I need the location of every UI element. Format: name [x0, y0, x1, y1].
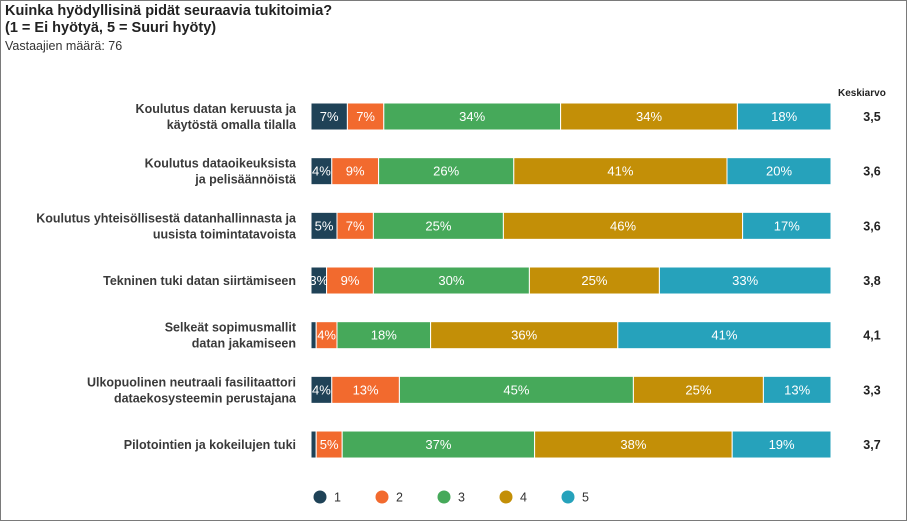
segment-data-label: 25% [685, 382, 711, 397]
segment-data-label: 4% [317, 328, 336, 343]
category-label: Koulutus dataoikeuksista ja pelisäännöist… [145, 157, 297, 187]
category-label-line: Tekninen tuki datan siirtämiseen [103, 274, 296, 288]
average-value: 3,6 [863, 219, 880, 233]
average-column-header: Keskiarvo [838, 88, 886, 99]
average-value: 3,8 [863, 274, 880, 288]
bar-segment [762, 375, 832, 404]
bar-segment [331, 375, 400, 404]
category-label: Tekninen tuki datan siirtämiseen [103, 274, 296, 288]
legend-marker [561, 490, 575, 504]
segment-data-label: 13% [353, 382, 379, 397]
segment-data-label: 26% [433, 164, 459, 179]
segment-data-label: 9% [341, 273, 360, 288]
category-label: Selkeät sopimusmallit datan jakamiseen [165, 321, 297, 351]
segment-data-label: 34% [636, 109, 662, 124]
segment-data-label: 46% [610, 218, 636, 233]
category-label: Koulutus datan keruusta ja käytöstä omall… [136, 102, 297, 132]
segment-data-label: 18% [371, 328, 397, 343]
bar-segment [617, 321, 832, 350]
category-label: Ulkopuolinen neutraali fasilitaattori dat… [87, 375, 297, 405]
bar-segment [310, 321, 317, 350]
segment-data-label: 19% [769, 437, 795, 452]
bar-segment [336, 321, 432, 350]
segment-data-label: 41% [711, 328, 737, 343]
segment-data-label: 7% [356, 109, 375, 124]
segment-data-label: 4% [312, 382, 331, 397]
bar-segment [513, 157, 728, 186]
legend-marker [375, 490, 389, 504]
chart-title: Kuinka hyödyllisinä pidät seuraavia tuki… [5, 3, 333, 19]
legend-marker [499, 490, 513, 504]
segment-data-label: 5% [315, 218, 334, 233]
legend-label: 2 [396, 491, 403, 505]
average-value: 3,3 [863, 383, 880, 397]
respondent-count: Vastaajien määrä: 76 [5, 39, 123, 53]
bar-segment [310, 211, 338, 240]
legend-marker [313, 490, 327, 504]
segment-data-label: 7% [346, 218, 365, 233]
category-label-line: uusista toimintatavoista [153, 227, 297, 241]
segment-data-label: 20% [766, 164, 792, 179]
segment-data-label: 36% [511, 328, 537, 343]
bar-segment [632, 375, 764, 404]
legend-label: 4 [520, 491, 527, 505]
segment-data-label: 38% [620, 437, 646, 452]
segment-data-label: 18% [771, 109, 797, 124]
category-label: Pilotointien ja kokeilujen tuki [124, 438, 296, 452]
segment-data-label: 5% [320, 437, 339, 452]
bar-segment [726, 157, 832, 186]
category-label-line: Selkeät sopimusmallit [165, 321, 297, 335]
legend-label: 5 [582, 491, 589, 505]
bar-segment [658, 266, 832, 295]
segment-data-label: 33% [732, 273, 758, 288]
bar-segment [560, 102, 738, 131]
segment-data-label: 25% [425, 218, 451, 233]
segment-data-label: 41% [607, 164, 633, 179]
category-label-line: Koulutus datan keruusta ja [136, 102, 297, 116]
segment-data-label: 3% [309, 273, 328, 288]
segment-data-label: 37% [425, 437, 451, 452]
category-label-line: käytöstä omalla tilalla [167, 118, 297, 132]
segment-data-label: 4% [312, 164, 331, 179]
segment-data-label: 7% [320, 109, 339, 124]
chart-subtitle: (1 = Ei hyötyä, 5 = Suuri hyöty) [5, 20, 217, 36]
average-value: 4,1 [863, 329, 880, 343]
bar-segment [336, 211, 374, 240]
category-label-line: Pilotointien ja kokeilujen tuki [124, 438, 296, 452]
category-label-line: Koulutus yhteisöllisestä datanhallinnast… [36, 211, 297, 225]
bar-segment [326, 266, 374, 295]
legend-label: 3 [458, 491, 465, 505]
bar-segment [378, 157, 515, 186]
legend-label: 1 [334, 491, 341, 505]
legend-marker [437, 490, 451, 504]
bar-segment [528, 266, 660, 295]
segment-data-label: 13% [784, 382, 810, 397]
category-label-line: datan jakamiseen [192, 337, 296, 351]
category-label-line: dataekosysteemin perustajana [114, 391, 297, 405]
bar-segment [742, 211, 832, 240]
bar-segment [731, 430, 832, 459]
category-label-line: ja pelisäännöistä [194, 173, 296, 187]
bar-segment [310, 430, 317, 459]
segment-data-label: 25% [581, 273, 607, 288]
average-value: 3,5 [863, 110, 880, 124]
bar-segment [315, 430, 343, 459]
category-label-line: Koulutus dataoikeuksista [145, 157, 297, 171]
segment-data-label: 34% [459, 109, 485, 124]
bar-segment [736, 102, 832, 131]
segment-data-label: 17% [774, 218, 800, 233]
category-label: Koulutus yhteisöllisestä datanhallinnast… [36, 211, 297, 241]
segment-data-label: 9% [346, 164, 365, 179]
average-value: 3,6 [863, 165, 880, 179]
bar-segment [310, 102, 348, 131]
category-label-line: Ulkopuolinen neutraali fasilitaattori [87, 375, 296, 389]
segment-data-label: 30% [438, 273, 464, 288]
average-value: 3,7 [863, 438, 880, 452]
bar-segment [372, 211, 504, 240]
bar-segment [398, 375, 634, 404]
segment-data-label: 45% [503, 382, 529, 397]
